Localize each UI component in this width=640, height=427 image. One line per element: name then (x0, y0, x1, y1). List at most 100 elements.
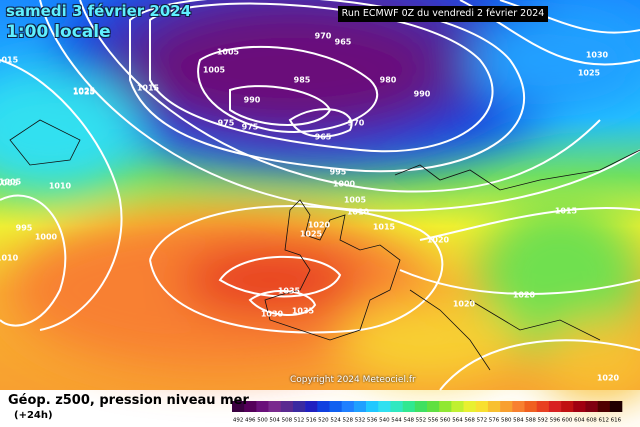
colorbar-swatch (280, 401, 294, 412)
colorbar: 492 496 500 504 508 512 516 520 524 528 532 536 540 5… (232, 401, 623, 424)
colorbar-label: 548 (403, 418, 414, 424)
colorbar-swatch (427, 401, 440, 412)
isobar-label: 1000 (35, 233, 58, 242)
colorbar-label: 568 (464, 418, 475, 424)
colorbar-label: 556 (428, 418, 439, 424)
colorbar-label: 596 (550, 418, 561, 424)
date: samedi 3 février 2024 (6, 2, 192, 20)
isobar-label: 1010 (49, 182, 72, 191)
isobar-label: 1025 (300, 230, 323, 239)
colorbar-label: 572 (477, 418, 488, 424)
colorbar-swatch (378, 401, 391, 412)
colorbar-swatch (366, 401, 379, 412)
isobar-label: 1015 (0, 56, 19, 65)
isobar-label: 1005 (217, 48, 240, 57)
isobar-label: 990 (244, 96, 261, 105)
colorbar-label: 612 (598, 418, 609, 424)
colorbar-swatch (609, 401, 623, 412)
colorbar-label: 492 (233, 418, 244, 424)
isobar-label: 965 (315, 133, 332, 142)
colorbar-swatch (548, 401, 562, 412)
colorbar-label: 508 (282, 418, 293, 424)
colorbar-swatch (500, 401, 513, 412)
colorbar-swatch (585, 401, 598, 412)
isobar-label: 1035 (278, 287, 301, 296)
isobar-label: 1020 (308, 221, 331, 230)
coastlines (9, 119, 640, 371)
colorbar-swatch (573, 401, 586, 412)
isobar-label: 985 (294, 76, 311, 85)
isobar-label: 1010 (0, 254, 19, 263)
local-time: 1:00 locale (6, 22, 111, 42)
run-info: Run ECMWF 0Z du vendredi 2 février 2024 (338, 6, 548, 22)
isobars (0, 0, 640, 390)
colorbar-label: 496 (245, 418, 256, 424)
isobar-label: 995 (16, 224, 33, 233)
isobar-label: 1030 (261, 310, 284, 319)
colorbar-swatch (597, 401, 611, 412)
colorbar-swatch (536, 401, 550, 412)
isobar-label: 1005 (344, 196, 367, 205)
colorbar-swatch (329, 401, 342, 412)
isobar-label: 1015 (373, 223, 396, 232)
colorbar-swatch (561, 401, 574, 412)
colorbar-label: 616 (611, 418, 622, 424)
colorbar-swatch (256, 401, 269, 412)
colorbar-swatch (463, 401, 477, 412)
colorbar-label: 500 (257, 418, 268, 424)
colorbar-label: 588 (525, 418, 536, 424)
isobar-label: 1020 (513, 291, 536, 300)
colorbar-label: 592 (538, 418, 549, 424)
colorbar-swatch (439, 401, 452, 412)
copyright: Copyright 2024 Meteociel.fr (290, 375, 416, 385)
colorbar-label: 600 (562, 418, 573, 424)
isobar-label: 1015 (137, 84, 160, 93)
isobar-label: 980 (380, 76, 397, 85)
isobar-label: 1000 (333, 180, 356, 189)
isobar-label: 1005 (0, 179, 19, 188)
legend-title: Géop. z500, pression niveau mer (8, 393, 249, 408)
field-shading (0, 0, 640, 400)
isobar-label: 975 (218, 119, 235, 128)
colorbar-label: 504 (269, 418, 280, 424)
colorbar-label: 520 (318, 418, 329, 424)
colorbar-label: 524 (330, 418, 341, 424)
isobar-label: 1030 (586, 51, 609, 60)
isobar-label: 1025 (578, 69, 601, 78)
colorbar-swatch (487, 401, 501, 412)
isobar-label: 970 (348, 119, 365, 128)
colorbar-swatch (475, 401, 489, 412)
isobar-label: 990 (414, 90, 431, 99)
colorbar-label: 540 (379, 418, 390, 424)
isobar-label: 1020 (453, 300, 476, 309)
colorbar-label: 580 (501, 418, 512, 424)
isobar-label: 1020 (597, 374, 620, 383)
isobar-label: 1025 (73, 88, 96, 97)
colorbar-swatch (451, 401, 464, 412)
colorbar-label: 528 (343, 418, 354, 424)
colorbar-swatch (524, 401, 537, 412)
colorbar-label: 604 (574, 418, 585, 424)
colorbar-label: 576 (489, 418, 500, 424)
colorbar-swatch (292, 401, 306, 412)
colorbar-label: 564 (452, 418, 463, 424)
colorbar-swatch (353, 401, 367, 412)
isobar-label: 1005 (203, 66, 226, 75)
colorbar-swatch (232, 401, 245, 412)
colorbar-label: 544 (391, 418, 402, 424)
isobar-label: 1005 (0, 178, 22, 187)
colorbar-swatch (414, 401, 428, 412)
colorbar-label: 560 (440, 418, 451, 424)
isobar-label: 1015 (555, 207, 578, 216)
isobar-label: 1025 (73, 87, 96, 96)
colorbar-swatch (317, 401, 330, 412)
colorbar-swatch (305, 401, 318, 412)
isobar-label: 975 (242, 123, 259, 132)
colorbar-label: 552 (416, 418, 427, 424)
colorbar-label: 536 (367, 418, 378, 424)
colorbar-swatch (268, 401, 282, 412)
colorbar-label: 608 (586, 418, 597, 424)
isobar-labels: 1005 1005 1015 1025 970 965 985 990 975 975 980 990… (0, 32, 620, 383)
